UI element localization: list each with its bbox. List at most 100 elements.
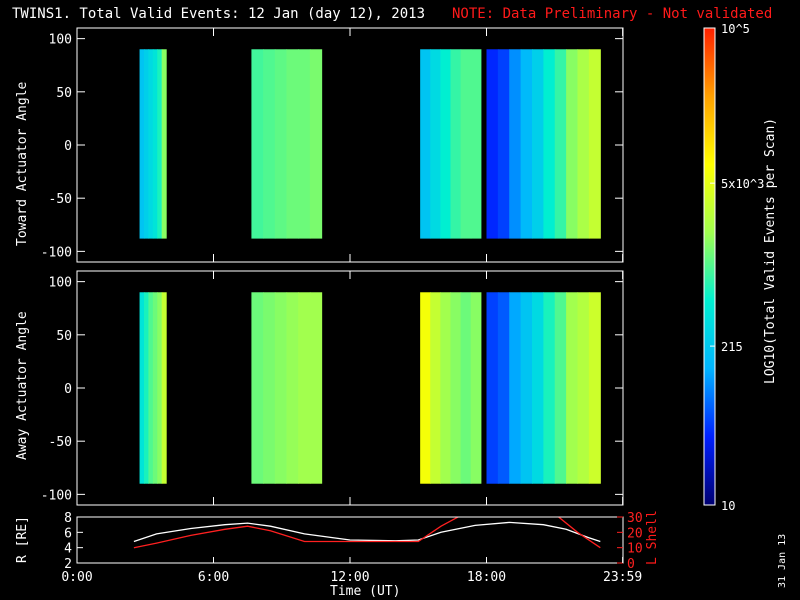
heat-cell (460, 292, 472, 484)
heat-cell (161, 292, 167, 484)
x-tick-label: 0:00 (61, 570, 92, 585)
heat-cell (152, 49, 158, 239)
heat-cell (440, 49, 452, 239)
y2-tick-label: 0 (627, 557, 635, 572)
date-stamp: 31 Jan 13 (777, 533, 788, 588)
figure-title: TWINS1. Total Valid Events: 12 Jan (day … (12, 6, 426, 22)
heat-cell (566, 292, 579, 484)
toward-angle-panel: 100 50 0 -50 -100 (41, 27, 624, 263)
heat-cell (566, 49, 579, 239)
heat-cell (497, 49, 510, 239)
heat-cell (251, 292, 264, 484)
colorbar-label: LOG10(Total Valid Events per Scan) (763, 117, 778, 384)
heat-cell (577, 292, 590, 484)
heat-cell (286, 49, 299, 239)
heat-cell (430, 49, 441, 239)
y-tick-label: -100 (41, 245, 72, 260)
heat-cell (143, 49, 150, 239)
heat-cell (309, 49, 323, 239)
orbit-ylabel: R [RE] (15, 516, 30, 563)
lshell-line (133, 517, 601, 549)
heat-cell (152, 292, 158, 484)
heat-cell (274, 49, 288, 239)
heat-cell (460, 49, 472, 239)
y2-tick-label: 10 (627, 542, 643, 557)
preliminary-note: NOTE: Data Preliminary - Not validated (452, 6, 773, 22)
y2-tick-label: 20 (627, 526, 643, 541)
y-tick-label: -50 (49, 435, 72, 450)
away-angle-panel: 100 50 0 -50 -100 (41, 270, 624, 506)
heat-cell (161, 49, 167, 239)
heat-cell (263, 292, 276, 484)
y-tick-label: -100 (41, 488, 72, 503)
heat-cell (148, 292, 154, 484)
heat-cell (588, 292, 601, 484)
colorbar-scale (703, 27, 716, 506)
heat-cell (420, 49, 431, 239)
heat-cell (440, 292, 452, 484)
y-tick-label: 6 (64, 526, 72, 541)
heat-cell (543, 292, 556, 484)
colorbar-tick-label: 10 (721, 499, 735, 513)
radius-line (133, 521, 601, 543)
heat-cell (450, 292, 462, 484)
y-tick-label: 2 (64, 557, 72, 572)
heat-cell (157, 292, 163, 484)
heat-cell (450, 49, 462, 239)
heat-cell (497, 292, 510, 484)
time-xlabel: Time (UT) (330, 584, 401, 599)
heat-cell (532, 49, 544, 239)
y-tick-label: 0 (64, 382, 72, 397)
heat-cell (486, 292, 499, 484)
y-tick-label: 50 (56, 329, 72, 344)
heat-cell (470, 292, 482, 484)
y-tick-label: 0 (64, 139, 72, 154)
heat-cell (148, 49, 154, 239)
heat-cell (532, 292, 544, 484)
heat-cell (251, 49, 264, 239)
colorbar-tick-label: 5x10^3 (721, 177, 764, 191)
heat-cell (588, 49, 601, 239)
heat-cell (520, 292, 533, 484)
y2-tick-label: 30 (627, 511, 643, 526)
heat-cell (274, 292, 288, 484)
colorbar: 10 215 5x10^3 10^5 (703, 22, 764, 513)
toward-ylabel: Toward Actuator Angle (15, 81, 30, 246)
lshell-ylabel: L Shell (645, 510, 660, 565)
heat-cell (309, 292, 323, 484)
x-tick-label: 12:00 (330, 570, 369, 585)
heat-cell (554, 292, 567, 484)
heat-cell (509, 292, 522, 484)
heat-cell (157, 49, 163, 239)
heat-cell (139, 292, 145, 484)
colorbar-tick-label: 215 (721, 340, 743, 354)
y-tick-label: 100 (49, 276, 72, 291)
y-tick-label: 8 (64, 511, 72, 526)
away-ylabel: Away Actuator Angle (15, 311, 30, 460)
heat-cell (139, 49, 145, 239)
heat-cell (286, 292, 299, 484)
heat-cell (298, 49, 311, 239)
x-tick-label: 18:00 (467, 570, 506, 585)
heat-cell (420, 292, 431, 484)
heat-cell (509, 49, 522, 239)
heat-cell (263, 49, 276, 239)
heat-cell (486, 49, 499, 239)
y-tick-label: 100 (49, 33, 72, 48)
heat-cell (554, 49, 567, 239)
x-tick-label: 23:59 (603, 570, 642, 585)
y-tick-label: 50 (56, 86, 72, 101)
heat-cell (520, 49, 533, 239)
heat-cell (298, 292, 311, 484)
heat-cell (577, 49, 590, 239)
y-tick-label: -50 (49, 192, 72, 207)
heat-cell (143, 292, 150, 484)
heat-cell (470, 49, 482, 239)
colorbar-tick-label: 10^5 (721, 22, 750, 36)
x-tick-label: 6:00 (198, 570, 229, 585)
heat-cell (430, 292, 441, 484)
heat-cell (543, 49, 556, 239)
